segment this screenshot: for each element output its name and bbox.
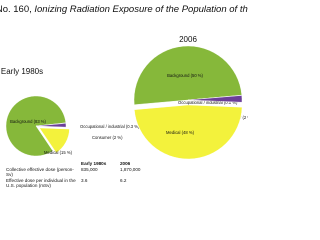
pie-slice — [134, 104, 243, 160]
slice-label: Occupational / industrial (0.1 %) — [178, 100, 238, 105]
slice-label: Medical (15 %) — [44, 150, 73, 155]
slice-value: (83 %) — [34, 119, 47, 124]
slice-label: Background (83 %) — [10, 119, 46, 124]
col-head: Early 1980s — [81, 161, 107, 166]
table-header: Early 1980s 2006 — [6, 161, 159, 167]
cell: 3.6 — [81, 178, 88, 183]
slice-name: Consumer — [92, 135, 112, 140]
slice-name: Medical — [44, 150, 58, 155]
pie-slice — [5, 95, 67, 157]
table: Early 1980s 2006 Collective effective dos… — [6, 161, 159, 189]
slice-label: Consumer (2 %) — [92, 135, 123, 140]
pie-slice — [39, 127, 70, 154]
row: Effective dose per individual in the U.S… — [6, 178, 159, 189]
page: NCRP Report No. 160, Ionizing Radiation … — [0, 3, 249, 189]
cell: 1,870,000 — [120, 167, 141, 172]
slice-label: Medical (48 %) — [166, 130, 195, 135]
pie-slice — [133, 45, 242, 105]
chart: NCRP Report No. 160, Ionizing Radiation … — [0, 4, 249, 160]
title-text: NCRP Report No. 160, — [0, 4, 32, 15]
slice-name: Medical — [166, 130, 180, 135]
slice-value: (2 %) — [113, 135, 124, 140]
slice-label: Occupational / industrial (0.3 %) — [80, 124, 140, 129]
cell: 835,000 — [81, 167, 98, 172]
slice-value: (15 %) — [60, 150, 73, 155]
col-head: 2006 — [120, 161, 131, 166]
chart-title: Early 1980s — [1, 67, 43, 76]
row-label: Effective dose per individual in the U.S… — [6, 178, 76, 188]
slice-name: Background — [167, 73, 190, 78]
slice-label: Background (50 %) — [167, 73, 203, 78]
title: NCRP Report No. 160, Ionizing Radiation … — [0, 4, 248, 15]
row: Collective effective dose (person-Sv) 835… — [6, 167, 159, 178]
title-italic: Ionizing Radiation Exposure of the Popul… — [34, 4, 248, 15]
chart-title: 2006 — [179, 35, 197, 44]
slice-value: (50 %) — [191, 73, 204, 78]
pie-slice — [35, 123, 67, 128]
slice-name: Occupational / industrial — [80, 124, 125, 129]
slice-value: (0.1 %) — [224, 100, 238, 105]
cell: 6.2 — [120, 178, 127, 183]
pie-slice — [187, 95, 243, 103]
slice-value: (0.3 %) — [126, 124, 140, 129]
slice-value: (2 %) — [243, 115, 249, 120]
slice-name: Background — [10, 119, 33, 124]
slice-name: Occupational / industrial — [178, 100, 223, 105]
row-label: Collective effective dose (person-Sv) — [6, 167, 74, 177]
slice-value: (48 %) — [182, 130, 195, 135]
